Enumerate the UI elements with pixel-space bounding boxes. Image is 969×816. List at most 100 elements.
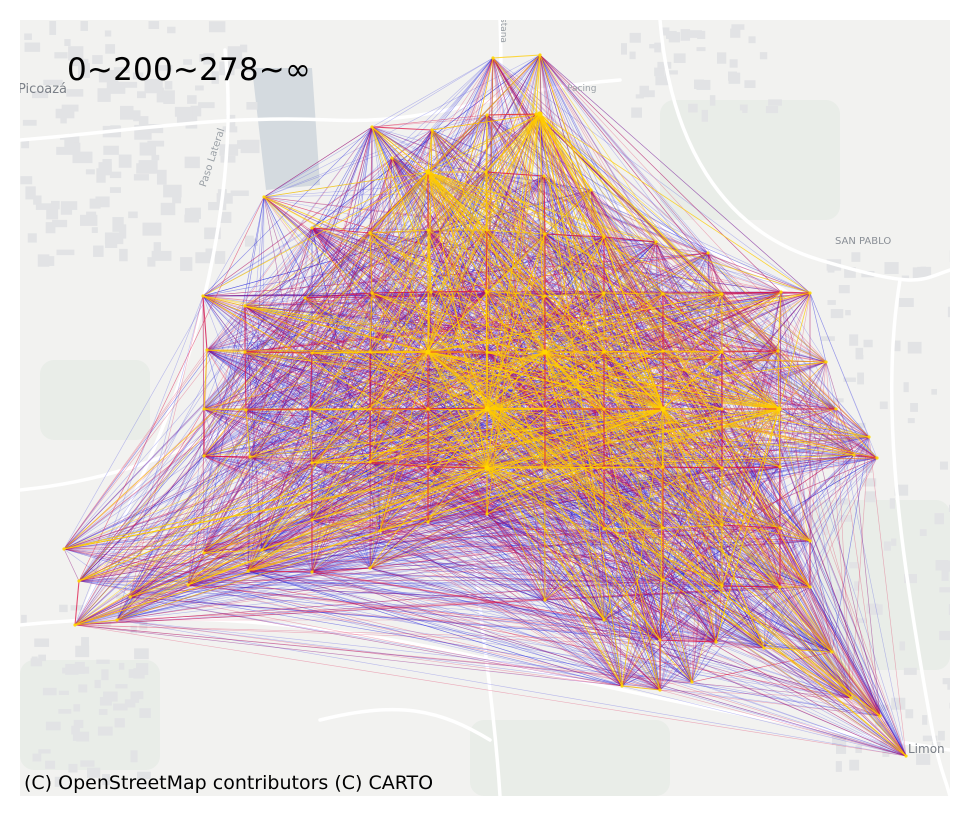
flow-line — [369, 408, 833, 653]
city-block — [45, 222, 56, 234]
flow-line — [835, 408, 855, 456]
flow-line — [244, 351, 313, 521]
city-block — [198, 102, 215, 109]
flow-line — [427, 436, 870, 468]
city-block — [759, 52, 768, 60]
flow-line — [129, 236, 605, 598]
flow-line — [129, 171, 487, 598]
city-block — [34, 638, 50, 647]
city-block — [130, 691, 140, 703]
flow-line — [371, 126, 855, 456]
city-block — [93, 245, 104, 257]
city-block — [86, 767, 101, 778]
flow-line — [245, 233, 546, 411]
flow-line — [778, 408, 878, 459]
flow-line — [369, 114, 488, 410]
flow-line — [721, 585, 907, 757]
airfield-area — [252, 68, 320, 190]
city-block — [156, 87, 165, 103]
flow-line — [78, 462, 313, 582]
city-block — [24, 33, 32, 40]
flow-line — [63, 548, 605, 621]
flow-line — [369, 126, 373, 569]
city-block — [119, 105, 134, 120]
flow-line — [249, 295, 546, 458]
flow-line — [63, 252, 709, 550]
city-block — [71, 725, 80, 735]
flow-line — [369, 567, 605, 621]
city-block — [939, 461, 948, 470]
city-block — [849, 334, 859, 346]
flow-line — [379, 467, 723, 532]
city-block — [849, 562, 858, 569]
flow-line — [391, 157, 592, 191]
flow-line — [245, 291, 782, 411]
flow-line — [116, 596, 131, 621]
flow-line — [427, 229, 881, 717]
flow-line — [492, 57, 811, 294]
flow-line — [249, 456, 429, 523]
flow-line — [245, 409, 371, 569]
flow-line — [304, 297, 881, 717]
flow-line — [244, 305, 263, 551]
flow-line — [78, 521, 429, 582]
flow-line — [691, 408, 837, 683]
city-block — [128, 669, 142, 678]
flow-line — [311, 519, 693, 683]
flow-line — [721, 361, 827, 587]
flow-line — [721, 293, 881, 717]
flow-line — [203, 408, 661, 641]
flow-line — [659, 457, 878, 641]
flow-line — [63, 175, 545, 550]
city-block — [134, 648, 149, 660]
flow-line — [187, 467, 723, 586]
flow-line — [662, 436, 870, 581]
city-block — [109, 84, 126, 94]
flow-line — [369, 232, 779, 352]
city-block — [874, 704, 889, 711]
city-block — [187, 95, 197, 104]
flow-line — [371, 126, 393, 159]
flow-line — [809, 540, 852, 699]
flow-line — [662, 293, 881, 717]
flow-line — [427, 513, 488, 523]
flow-line — [63, 293, 723, 550]
flow-line — [721, 467, 833, 653]
city-block — [889, 498, 896, 509]
flow-line — [129, 596, 623, 687]
flow-line — [311, 54, 541, 229]
flow-line — [203, 233, 546, 457]
flow-line — [311, 236, 605, 354]
flow-line — [244, 305, 723, 353]
flow-line — [249, 456, 313, 573]
city-block — [127, 595, 140, 604]
city-block — [701, 109, 708, 122]
city-block — [163, 90, 175, 104]
flow-line — [203, 305, 246, 410]
flow-line — [763, 408, 837, 649]
park-area — [470, 720, 670, 796]
flow-line — [206, 349, 661, 691]
flow-line — [603, 579, 664, 621]
flow-line — [427, 292, 811, 523]
flow-line — [369, 291, 432, 353]
flow-line — [249, 456, 781, 588]
flow-line — [116, 467, 723, 621]
flow-line — [603, 467, 881, 717]
flow-line — [203, 552, 907, 757]
city-block — [43, 79, 63, 86]
flow-line — [203, 290, 487, 410]
flow-line — [244, 232, 371, 307]
flow-line — [261, 549, 623, 687]
flow-line — [779, 466, 852, 699]
map-canvas[interactable]: Picoazá SAN PABLO Paso Lateral Limon Pac… — [20, 20, 950, 796]
flow-line — [544, 408, 811, 588]
city-block — [948, 504, 950, 513]
flow-line — [311, 293, 723, 573]
flow-line — [486, 114, 852, 699]
city-block — [942, 678, 950, 685]
city-block — [89, 198, 101, 209]
city-block — [696, 47, 706, 52]
city-block — [629, 51, 636, 60]
flow-line — [261, 549, 723, 587]
